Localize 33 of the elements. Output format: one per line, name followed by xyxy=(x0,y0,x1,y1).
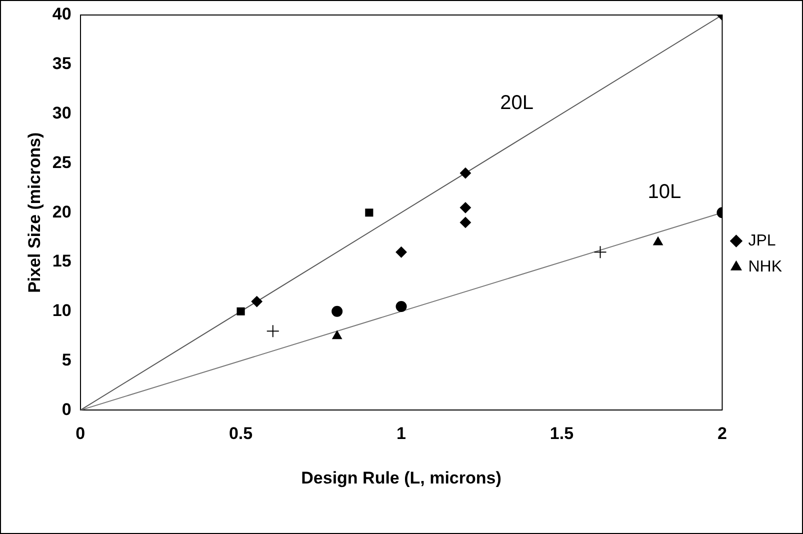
point xyxy=(365,208,374,217)
legend-label: JPL xyxy=(748,232,776,250)
x-tick-label: 1.5 xyxy=(550,424,574,444)
point xyxy=(653,236,663,246)
y-tick-label: 40 xyxy=(52,4,72,24)
point xyxy=(266,324,280,338)
y-tick-label: 5 xyxy=(62,350,72,370)
point xyxy=(251,296,262,308)
y-tick-label: 20 xyxy=(52,202,72,222)
y-tick-label: 25 xyxy=(52,152,72,172)
y-axis-title: Pixel Size (microns) xyxy=(24,132,44,293)
point xyxy=(460,168,471,179)
x-tick-label: 0 xyxy=(76,424,86,444)
annotation: 20L xyxy=(500,92,534,114)
point xyxy=(396,300,407,312)
x-axis-title: Design Rule (L, microns) xyxy=(301,468,502,488)
point xyxy=(236,307,245,316)
point xyxy=(594,246,607,259)
point xyxy=(460,202,471,214)
x-tick-label: 0.5 xyxy=(228,424,253,444)
annotation: 10L xyxy=(648,180,682,203)
y-tick-label: 0 xyxy=(62,400,72,419)
point xyxy=(332,306,343,317)
point xyxy=(396,246,407,258)
x-tick-label: 2 xyxy=(717,424,727,444)
point xyxy=(460,216,471,228)
y-tick-label: 10 xyxy=(52,301,72,320)
y-tick-label: 15 xyxy=(52,252,72,271)
y-tick-label: 30 xyxy=(52,103,72,122)
legend-label: NHK xyxy=(748,258,782,276)
x-tick-label: 1 xyxy=(396,424,406,444)
point xyxy=(332,330,342,340)
y-tick-label: 35 xyxy=(52,54,72,74)
